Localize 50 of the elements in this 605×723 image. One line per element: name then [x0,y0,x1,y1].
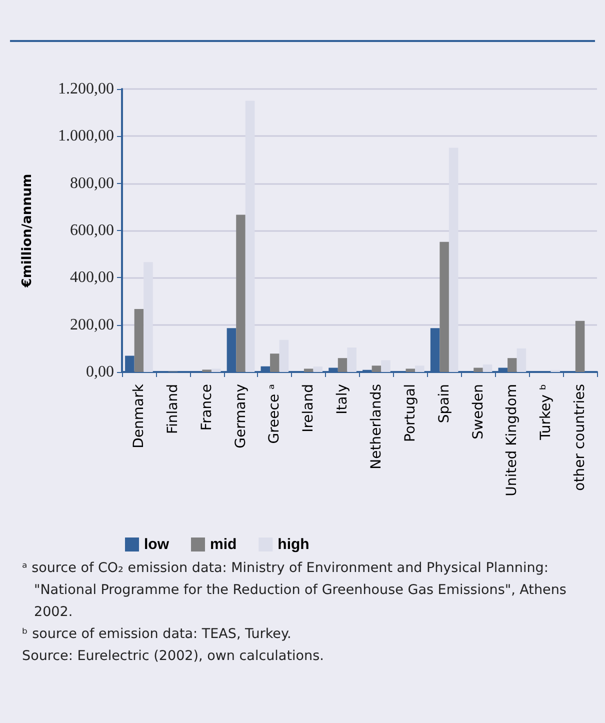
x-tick-label: Spain [436,384,452,424]
bar [144,262,153,372]
bar [270,354,280,372]
bar [508,358,517,372]
bar [279,340,289,372]
text: ᵇ source of emission data: TEAS, Turkey. [22,625,292,644]
source-note: Source: Eurelectric (2002), own calculations. [22,647,325,666]
bar [313,366,323,372]
bar [347,347,356,372]
x-tick-label: Germany [232,384,249,448]
x-tick-label: Turkey ᵇ [538,384,554,442]
bar [575,320,585,372]
x-tick-label: United Kingdom [504,384,520,496]
y-axis-title: €million/annum [20,174,35,288]
bar [338,358,348,372]
bar [245,100,255,372]
x-tick-label: Ireland [300,384,317,432]
x-tick-label: Sweden [470,384,486,440]
y-tick-label: 200,00 [70,316,114,334]
x-tick-label: Finland [164,384,181,434]
y-tick-label: 0,00 [86,364,114,380]
y-tick-label: 800,00 [70,174,114,192]
bar [516,348,526,372]
x-tick-label: Greece ᵃ [266,384,283,444]
y-tick-label: 1.200,00 [58,80,114,98]
y-tick-label: 400,00 [70,269,114,286]
x-tick-label: Denmark [130,383,147,448]
x-tick-label: Portugal [402,384,418,442]
text: ᵃ source of CO₂ emission data: Ministry of Environment and Physical Planning: "National Programme for the Reduction of Greenhouse Gas Emissions", Athens 2002. [22,559,568,622]
bar [474,368,483,372]
legend-label: low [144,536,170,553]
y-tick-label: 600,00 [70,222,114,239]
bar [372,366,382,372]
bar [406,368,416,372]
bar [448,148,458,372]
bar [415,366,424,372]
bar [211,368,221,372]
legend-label: high [278,536,310,553]
x-tick-label: Italy [334,384,351,414]
bar [134,309,144,372]
x-tick-label: other countries [572,384,588,491]
legend-label: mid [210,536,237,553]
bar [236,214,246,372]
bar [440,242,449,372]
bar [482,364,492,372]
y-tick-label: 1.000,00 [58,128,114,145]
bar [304,368,314,372]
bar [381,360,390,372]
x-tick-label: France [198,384,215,431]
x-tick-label: Netherlands [368,384,384,470]
